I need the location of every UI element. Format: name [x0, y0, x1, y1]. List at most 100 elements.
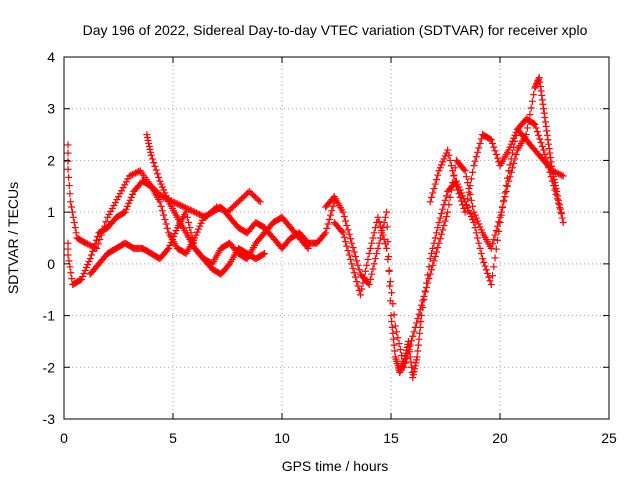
data-point — [436, 214, 444, 222]
data-point — [127, 171, 135, 179]
data-point — [236, 196, 244, 204]
data-point — [551, 168, 559, 176]
data-point — [447, 162, 455, 170]
data-point — [481, 262, 489, 270]
data-point — [538, 91, 546, 99]
data-point — [490, 263, 498, 271]
data-point — [490, 143, 498, 151]
data-point — [353, 278, 361, 286]
data-point — [358, 285, 366, 293]
y-tick-label: -1 — [43, 308, 56, 324]
data-point — [462, 173, 470, 181]
data-point — [492, 151, 500, 159]
data-point — [155, 173, 163, 181]
data-point — [342, 238, 350, 246]
data-point — [430, 257, 438, 265]
data-point — [552, 190, 560, 198]
data-point — [390, 311, 398, 319]
data-point — [410, 328, 418, 336]
data-point — [475, 220, 483, 228]
data-point — [171, 199, 179, 207]
data-point — [476, 244, 484, 252]
data-point — [191, 208, 199, 216]
data-point — [434, 171, 442, 179]
data-point — [434, 224, 442, 232]
data-point — [127, 193, 135, 201]
data-point — [485, 273, 493, 281]
data-point — [370, 260, 378, 268]
data-point — [161, 189, 169, 197]
data-point — [148, 155, 156, 163]
data-point — [354, 282, 362, 290]
data-point — [491, 254, 499, 262]
data-point — [64, 157, 72, 165]
data-point — [556, 170, 564, 178]
data-point — [389, 300, 397, 308]
data-point — [388, 317, 396, 325]
data-point — [486, 277, 494, 285]
data-point — [477, 250, 485, 258]
data-point — [371, 224, 379, 232]
data-point — [116, 190, 124, 198]
data-point — [489, 139, 497, 147]
data-point — [376, 222, 384, 230]
data-point — [446, 193, 454, 201]
data-point — [71, 224, 79, 232]
data-point — [82, 239, 90, 247]
x-tick-label: 25 — [601, 430, 617, 446]
data-point — [386, 278, 394, 286]
data-point — [391, 347, 399, 355]
data-point — [555, 201, 563, 209]
data-point — [340, 213, 348, 221]
data-point — [64, 141, 72, 149]
data-point — [193, 228, 201, 236]
data-point — [304, 244, 312, 252]
data-point — [506, 173, 514, 181]
data-point — [436, 235, 444, 243]
data-point — [166, 241, 174, 249]
data-point — [467, 196, 475, 204]
data-point — [64, 149, 72, 157]
data-point — [442, 213, 450, 221]
data-point — [487, 244, 495, 252]
data-point — [91, 240, 99, 248]
data-point — [320, 230, 328, 238]
data-point — [557, 210, 565, 218]
data-point — [541, 118, 549, 126]
data-point — [185, 218, 193, 226]
data-point — [496, 213, 504, 221]
data-point — [472, 229, 480, 237]
data-point — [511, 155, 519, 163]
data-point — [543, 131, 551, 139]
data-point — [400, 363, 408, 371]
data-point — [426, 255, 434, 263]
data-point — [383, 244, 391, 252]
data-point — [160, 211, 168, 219]
data-point — [255, 196, 263, 204]
data-point — [470, 218, 478, 226]
data-point — [108, 204, 116, 212]
series-track-e — [322, 115, 565, 382]
data-point — [447, 186, 455, 194]
data-point — [172, 199, 180, 207]
data-point — [64, 245, 72, 253]
data-point — [242, 190, 250, 198]
data-point — [147, 151, 155, 159]
data-point — [67, 203, 75, 211]
data-point — [527, 104, 535, 112]
data-point — [541, 114, 549, 122]
data-point — [477, 226, 485, 234]
data-point — [135, 168, 143, 176]
data-point — [469, 168, 477, 176]
data-point — [559, 172, 567, 180]
data-point — [384, 255, 392, 263]
data-point — [406, 341, 414, 349]
data-point — [479, 255, 487, 263]
data-point — [472, 153, 480, 161]
data-point — [65, 173, 73, 181]
data-point — [163, 195, 171, 203]
data-point — [72, 229, 80, 237]
series-track-c — [86, 208, 312, 278]
data-point — [505, 146, 513, 154]
